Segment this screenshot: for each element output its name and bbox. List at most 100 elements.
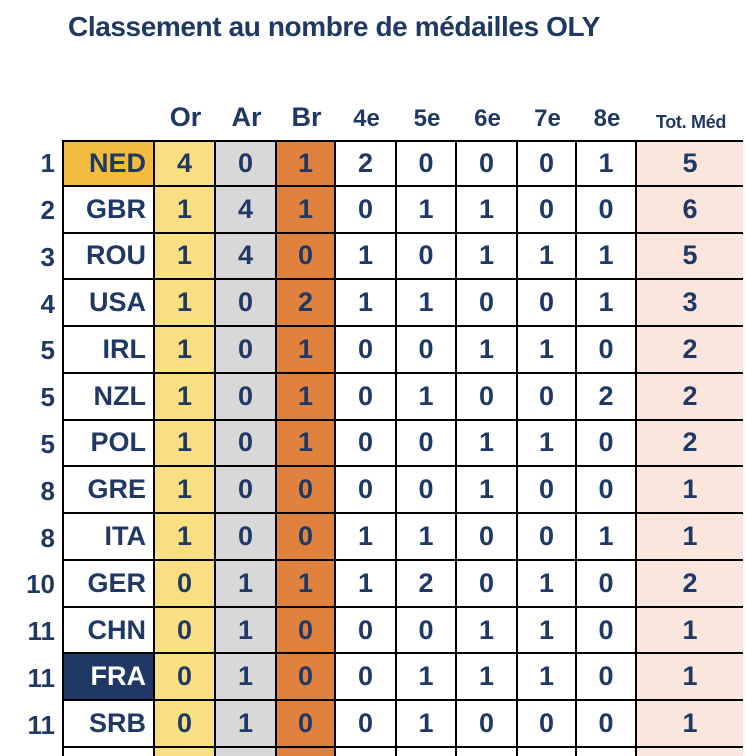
- value-cell-4e[interactable]: 2: [336, 140, 397, 187]
- value-cell-or[interactable]: 0: [155, 701, 216, 748]
- value-cell-ar[interactable]: 1: [216, 654, 277, 702]
- value-cell-5e[interactable]: 1: [397, 654, 457, 702]
- value-cell-tot-m-d[interactable]: 2: [637, 420, 743, 468]
- value-cell-5e[interactable]: 0: [397, 420, 457, 468]
- value-cell-8e[interactable]: 0: [577, 654, 637, 702]
- value-cell-6e[interactable]: [457, 747, 518, 756]
- value-cell-8e[interactable]: 0: [577, 420, 637, 468]
- value-cell-6e[interactable]: 0: [457, 280, 518, 328]
- value-cell-4e[interactable]: 0: [336, 186, 397, 234]
- value-cell-ar[interactable]: [216, 747, 277, 756]
- value-cell-7e[interactable]: 0: [518, 701, 577, 748]
- value-cell-5e[interactable]: 2: [397, 560, 457, 608]
- country-cell[interactable]: GBR: [62, 186, 155, 234]
- value-cell-4e[interactable]: 0: [336, 327, 397, 374]
- value-cell-6e[interactable]: 1: [457, 654, 518, 702]
- value-cell-br[interactable]: 1: [277, 373, 336, 421]
- value-cell-4e[interactable]: 1: [336, 280, 397, 328]
- value-cell-8e[interactable]: 1: [577, 514, 637, 561]
- value-cell-7e[interactable]: 1: [518, 327, 577, 374]
- value-cell-6e[interactable]: 1: [457, 233, 518, 281]
- value-cell-br[interactable]: 2: [277, 280, 336, 328]
- value-cell-6e[interactable]: 0: [457, 560, 518, 608]
- value-cell-tot-m-d[interactable]: 1: [637, 701, 743, 748]
- value-cell-5e[interactable]: 0: [397, 233, 457, 281]
- value-cell-8e[interactable]: 1: [577, 280, 637, 328]
- value-cell-br[interactable]: 0: [277, 654, 336, 702]
- value-cell-6e[interactable]: 1: [457, 607, 518, 655]
- value-cell-or[interactable]: 1: [155, 514, 216, 561]
- value-cell-tot-m-d[interactable]: 1: [637, 607, 743, 655]
- value-cell-ar[interactable]: 1: [216, 701, 277, 748]
- country-cell[interactable]: SRB: [62, 701, 155, 748]
- value-cell-6e[interactable]: 1: [457, 467, 518, 515]
- value-cell-br[interactable]: 1: [277, 186, 336, 234]
- value-cell-tot-m-d[interactable]: 5: [637, 233, 743, 281]
- value-cell-or[interactable]: 0: [155, 654, 216, 702]
- value-cell-or[interactable]: 0: [155, 607, 216, 655]
- value-cell-8e[interactable]: 0: [577, 701, 637, 748]
- value-cell-br[interactable]: 0: [277, 607, 336, 655]
- country-cell[interactable]: [62, 747, 155, 756]
- country-cell[interactable]: POL: [62, 420, 155, 468]
- country-cell[interactable]: ROU: [62, 233, 155, 281]
- value-cell-ar[interactable]: 0: [216, 514, 277, 561]
- value-cell-8e[interactable]: 1: [577, 233, 637, 281]
- value-cell-6e[interactable]: 1: [457, 327, 518, 374]
- value-cell-tot-m-d[interactable]: 2: [637, 560, 743, 608]
- country-cell[interactable]: ITA: [62, 514, 155, 561]
- value-cell-7e[interactable]: 0: [518, 514, 577, 561]
- value-cell-5e[interactable]: [397, 747, 457, 756]
- value-cell-4e[interactable]: 0: [336, 373, 397, 421]
- value-cell-4e[interactable]: 0: [336, 467, 397, 515]
- value-cell-5e[interactable]: 1: [397, 280, 457, 328]
- value-cell-6e[interactable]: 0: [457, 514, 518, 561]
- value-cell-5e[interactable]: 0: [397, 140, 457, 187]
- value-cell-ar[interactable]: 0: [216, 140, 277, 187]
- value-cell-or[interactable]: 1: [155, 373, 216, 421]
- value-cell-4e[interactable]: 0: [336, 654, 397, 702]
- value-cell-br[interactable]: 1: [277, 140, 336, 187]
- value-cell-5e[interactable]: 1: [397, 514, 457, 561]
- value-cell-or[interactable]: [155, 747, 216, 756]
- value-cell-ar[interactable]: 4: [216, 233, 277, 281]
- value-cell-ar[interactable]: 0: [216, 280, 277, 328]
- value-cell-5e[interactable]: 0: [397, 607, 457, 655]
- value-cell-7e[interactable]: [518, 747, 577, 756]
- value-cell-tot-m-d[interactable]: 2: [637, 373, 743, 421]
- value-cell-tot-m-d[interactable]: 5: [637, 140, 743, 187]
- value-cell-or[interactable]: 1: [155, 327, 216, 374]
- value-cell-ar[interactable]: 4: [216, 186, 277, 234]
- value-cell-5e[interactable]: 1: [397, 701, 457, 748]
- value-cell-br[interactable]: 0: [277, 233, 336, 281]
- value-cell-8e[interactable]: 0: [577, 186, 637, 234]
- value-cell-4e[interactable]: 0: [336, 607, 397, 655]
- value-cell-7e[interactable]: 0: [518, 467, 577, 515]
- value-cell-ar[interactable]: 0: [216, 373, 277, 421]
- value-cell-tot-m-d[interactable]: 6: [637, 186, 743, 234]
- value-cell-6e[interactable]: 1: [457, 420, 518, 468]
- value-cell-4e[interactable]: 0: [336, 701, 397, 748]
- value-cell-8e[interactable]: 0: [577, 560, 637, 608]
- value-cell-5e[interactable]: 0: [397, 467, 457, 515]
- value-cell-or[interactable]: 0: [155, 560, 216, 608]
- value-cell-6e[interactable]: 0: [457, 140, 518, 187]
- value-cell-ar[interactable]: 1: [216, 607, 277, 655]
- value-cell-5e[interactable]: 1: [397, 186, 457, 234]
- value-cell-br[interactable]: 0: [277, 467, 336, 515]
- value-cell-8e[interactable]: 0: [577, 327, 637, 374]
- value-cell-7e[interactable]: 1: [518, 233, 577, 281]
- country-cell[interactable]: NED: [62, 140, 155, 187]
- value-cell-8e[interactable]: 1: [577, 140, 637, 187]
- country-cell[interactable]: GER: [62, 560, 155, 608]
- value-cell-5e[interactable]: 0: [397, 327, 457, 374]
- value-cell-ar[interactable]: 0: [216, 420, 277, 468]
- value-cell-br[interactable]: 1: [277, 420, 336, 468]
- value-cell-8e[interactable]: 0: [577, 607, 637, 655]
- value-cell-ar[interactable]: 0: [216, 327, 277, 374]
- value-cell-7e[interactable]: 1: [518, 607, 577, 655]
- value-cell-tot-m-d[interactable]: 1: [637, 467, 743, 515]
- value-cell-8e[interactable]: 0: [577, 467, 637, 515]
- value-cell-tot-m-d[interactable]: 3: [637, 280, 743, 328]
- value-cell-7e[interactable]: 0: [518, 140, 577, 187]
